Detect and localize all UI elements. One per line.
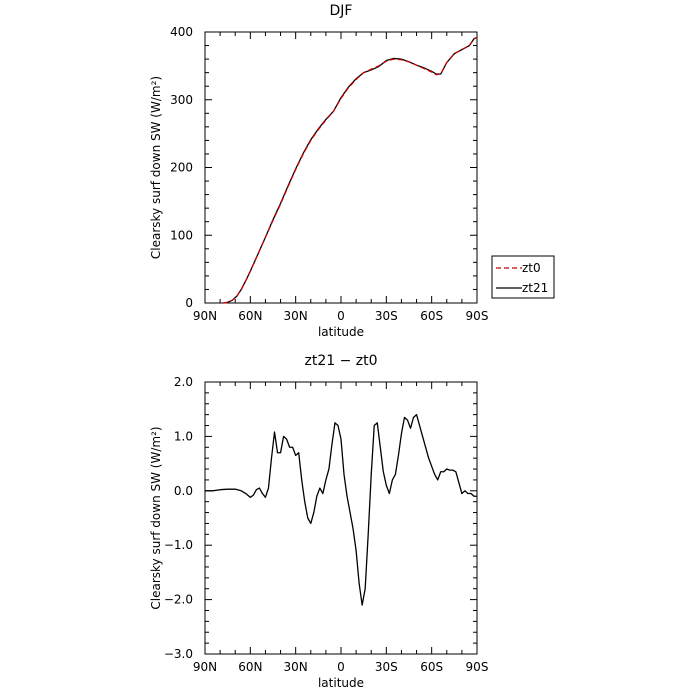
y-tick-label: 2.0 [174, 375, 193, 389]
y-tick-label: −2.0 [164, 593, 193, 607]
y-tick-label: 200 [170, 161, 193, 175]
x-tick-label: 0 [337, 309, 345, 323]
y-tick-label: 1.0 [174, 429, 193, 443]
y-tick-label: 0 [185, 296, 193, 310]
x-tick-label: 90S [466, 660, 489, 674]
x-tick-label: 30S [375, 660, 398, 674]
x-axis-label-2: latitude [318, 676, 364, 690]
x-tick-label: 60N [238, 309, 262, 323]
plot-frame-1 [204, 31, 478, 304]
x-tick-label: 60N [238, 660, 262, 674]
x-tick-label: 30N [284, 309, 308, 323]
x-tick-label: 90N [193, 309, 217, 323]
x-tick-label: 60S [420, 660, 443, 674]
legend-label-zt0: zt0 [522, 261, 541, 275]
y-tick-label: 400 [170, 25, 193, 39]
x-tick-label: 90S [466, 309, 489, 323]
y-tick-label: −3.0 [164, 647, 193, 661]
y-tick-label: 0.0 [174, 484, 193, 498]
y-axis-label-1: Clearsky surf down SW (W/m²) [149, 76, 163, 259]
series-line-panel2 [205, 413, 477, 606]
chart-title-2: zt21 − zt0 [304, 353, 377, 369]
x-tick-label: 30N [284, 660, 308, 674]
y-axis-label-2: Clearsky surf down SW (W/m²) [149, 426, 163, 609]
x-axis-label-1: latitude [318, 325, 364, 339]
y-tick-label: 300 [170, 93, 193, 107]
legend-label-zt21: zt21 [522, 281, 548, 295]
plot-frame-2 [204, 381, 478, 655]
x-tick-label: 90N [193, 660, 217, 674]
x-tick-label: 60S [420, 309, 443, 323]
y-tick-label: 100 [170, 228, 193, 242]
x-tick-label: 0 [337, 660, 345, 674]
legend-box [491, 255, 555, 299]
series-line-zt0 [223, 36, 478, 304]
series-line-zt21 [223, 36, 478, 304]
chart-title-1: DJF [330, 3, 353, 19]
y-tick-label: −1.0 [164, 538, 193, 552]
x-tick-label: 30S [375, 309, 398, 323]
